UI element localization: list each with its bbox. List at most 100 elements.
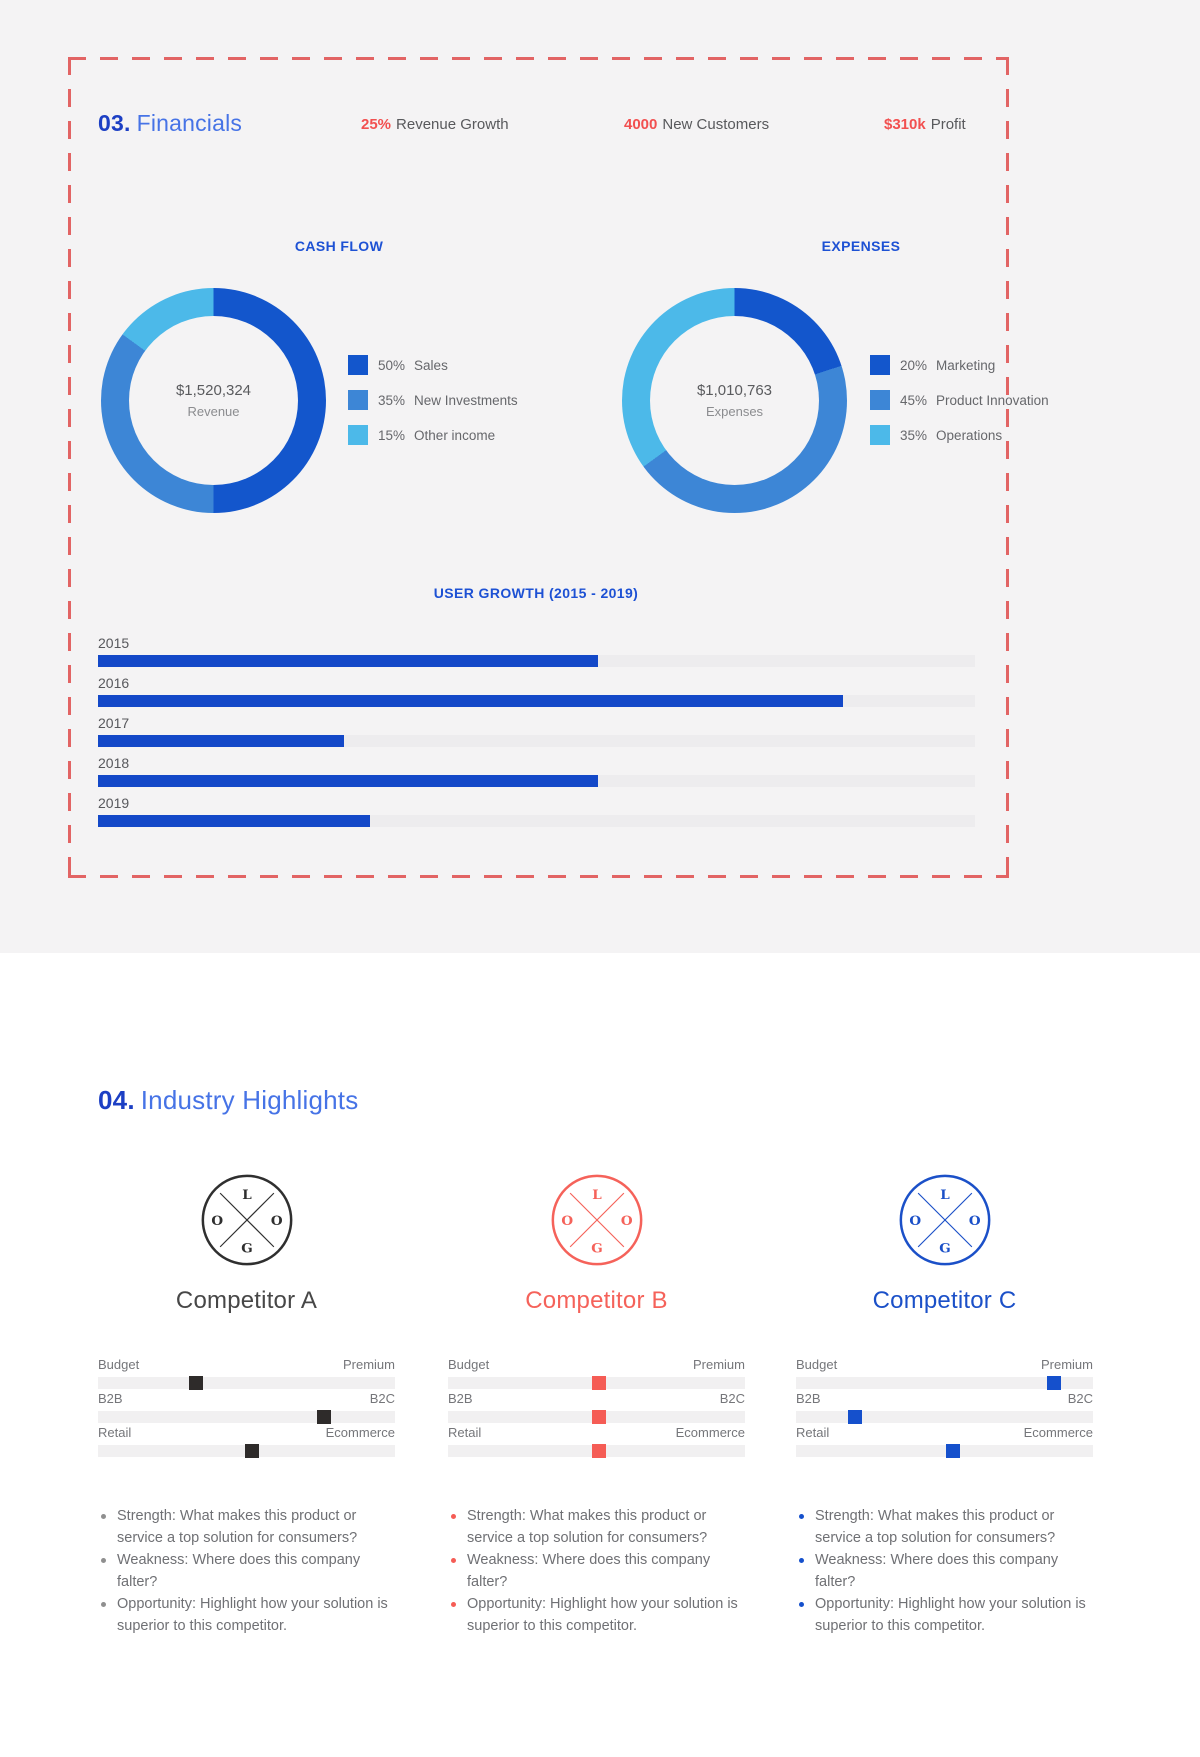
expenses-donut-center: $1,010,763 Expenses	[650, 316, 819, 485]
legend-item: 20% Marketing	[870, 355, 1049, 375]
slider-track	[796, 1444, 1093, 1458]
expenses-donut-chart: $1,010,763 Expenses	[622, 288, 847, 513]
slider-marker	[189, 1376, 203, 1390]
dashed-border-right	[1006, 57, 1009, 878]
bullet-icon	[101, 1602, 106, 1607]
legend-pct: 35%	[900, 427, 928, 443]
slider-marker	[316, 1410, 331, 1424]
slider-b2b-b2c: B2B B2C	[98, 1391, 395, 1424]
axis-left-label: B2B	[796, 1391, 821, 1406]
stat-value: $310k	[884, 116, 926, 133]
slider-budget-premium: Budget Premium	[448, 1357, 745, 1390]
legend-swatch	[348, 425, 368, 445]
expenses-title: EXPENSES	[821, 238, 901, 254]
logo-icon: L O O G	[899, 1174, 990, 1266]
bar-row-2019: 2019	[98, 794, 975, 827]
legend-pct: 15%	[378, 427, 406, 443]
slider-retail-ecommerce: Retail Ecommerce	[796, 1425, 1093, 1458]
competitor-a-column: L O O G Competitor A Budget Premium B2B	[98, 1172, 395, 1637]
bullet-opportunity: Opportunity: Highlight how your solution…	[451, 1593, 745, 1637]
axis-left-label: B2B	[448, 1391, 473, 1406]
bar-track	[98, 775, 975, 787]
logo-icon: L O O G	[201, 1174, 292, 1266]
positioning-sliders: Budget Premium B2B B2C Retail	[448, 1357, 745, 1458]
slider-retail-ecommerce: Retail Ecommerce	[448, 1425, 745, 1458]
section-number: 04.	[98, 1085, 135, 1115]
swot-bullets: Strength: What makes this product or ser…	[448, 1505, 745, 1637]
slider-track	[796, 1410, 1093, 1424]
svg-text:G: G	[241, 1241, 252, 1257]
legend-item: 15% Other income	[348, 425, 518, 445]
stat-label: New Customers	[662, 116, 770, 133]
stat-new-customers: 4000 New Customers	[624, 116, 769, 133]
axis-left-label: Retail	[796, 1425, 830, 1440]
bullet-opportunity: Opportunity: Highlight how your solution…	[799, 1593, 1093, 1637]
axis-right-label: Ecommerce	[1023, 1425, 1093, 1440]
legend-swatch	[870, 425, 890, 445]
slider-b2b-b2c: B2B B2C	[796, 1391, 1093, 1424]
legend-swatch	[348, 390, 368, 410]
dashed-border-top	[68, 57, 1009, 60]
financials-panel: 03. Financials 25% Revenue Growth 4000 New …	[0, 0, 1200, 953]
axis-right-label: Premium	[692, 1357, 745, 1372]
bullet-icon	[451, 1602, 456, 1607]
slider-marker	[245, 1444, 260, 1458]
bullet-icon	[101, 1558, 106, 1563]
stat-profit: $310k Profit	[884, 116, 966, 133]
bullet-icon	[451, 1514, 456, 1519]
axis-right-label: Ecommerce	[675, 1425, 745, 1440]
axis-left-label: B2B	[98, 1391, 123, 1406]
svg-text:O: O	[561, 1213, 573, 1229]
svg-text:O: O	[211, 1213, 223, 1229]
bullet-strength: Strength: What makes this product or ser…	[799, 1505, 1093, 1549]
slider-budget-premium: Budget Premium	[98, 1357, 395, 1390]
bar-year-label: 2019	[98, 795, 130, 811]
swot-bullets: Strength: What makes this product or ser…	[98, 1505, 395, 1637]
bullet-strength: Strength: What makes this product or ser…	[451, 1505, 745, 1549]
slider-marker	[946, 1444, 961, 1458]
bar-track	[98, 655, 975, 667]
cash-flow-donut-chart: $1,520,324 Revenue	[101, 288, 326, 513]
section-03-header: 03. Financials	[98, 110, 242, 137]
svg-text:L: L	[592, 1187, 602, 1203]
bar-year-label: 2018	[98, 755, 130, 771]
slider-marker	[592, 1410, 607, 1424]
legend-label: New Investments	[414, 392, 518, 408]
bullet-icon	[451, 1558, 456, 1563]
axis-right-label: Premium	[342, 1357, 395, 1372]
bullet-icon	[799, 1602, 804, 1607]
section-title: Financials	[136, 110, 243, 136]
expenses-total: $1,010,763	[696, 382, 773, 399]
bar-track	[98, 735, 975, 747]
bar-track	[98, 815, 975, 827]
bar-row-2018: 2018	[98, 754, 975, 787]
bar-fill	[98, 815, 370, 827]
svg-text:L: L	[242, 1187, 252, 1203]
axis-right-label: B2C	[1067, 1391, 1093, 1406]
legend-pct: 45%	[900, 392, 928, 408]
slider-track	[448, 1376, 745, 1390]
slider-track	[448, 1444, 745, 1458]
positioning-sliders: Budget Premium B2B B2C Retail	[796, 1357, 1093, 1458]
bar-fill	[98, 735, 344, 747]
svg-text:O: O	[968, 1213, 980, 1229]
cash-flow-total: $1,520,324	[175, 382, 252, 399]
bar-track	[98, 695, 975, 707]
stat-label: Revenue Growth	[396, 116, 509, 133]
user-growth-title: USER GROWTH (2015 - 2019)	[433, 585, 639, 601]
slider-marker	[592, 1376, 607, 1390]
competitor-name: Competitor C	[872, 1287, 1017, 1314]
competitor-c-column: L O O G Competitor C Budget Premium B2B	[796, 1172, 1093, 1637]
bar-year-label: 2015	[98, 635, 130, 651]
bar-row-2016: 2016	[98, 674, 975, 707]
svg-text:L: L	[940, 1187, 950, 1203]
expenses-legend: 20% Marketing 45% Product Innovation 35%…	[870, 355, 1049, 460]
axis-right-label: Premium	[1040, 1357, 1093, 1372]
svg-text:G: G	[591, 1241, 602, 1257]
axis-left-label: Retail	[98, 1425, 132, 1440]
axis-right-label: B2C	[719, 1391, 745, 1406]
bullet-icon	[799, 1558, 804, 1563]
slider-budget-premium: Budget Premium	[796, 1357, 1093, 1390]
slider-track	[448, 1410, 745, 1424]
legend-label: Product Innovation	[936, 392, 1049, 408]
